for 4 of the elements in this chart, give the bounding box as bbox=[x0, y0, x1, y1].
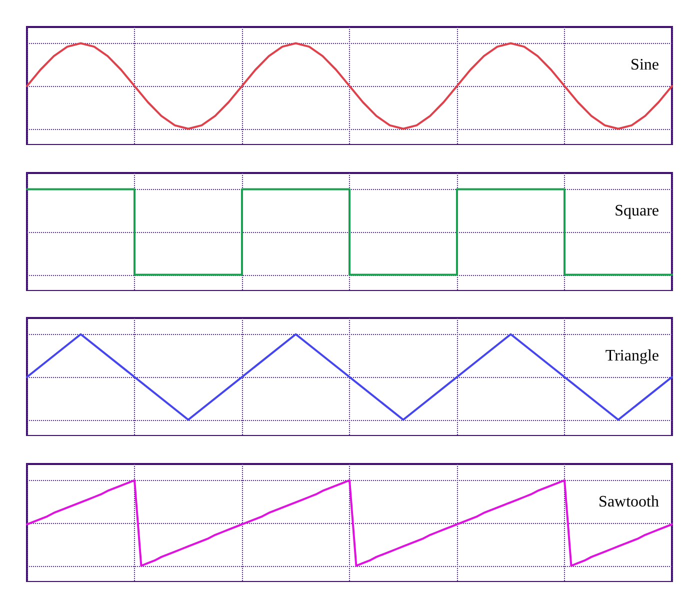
text: Sawtooth bbox=[598, 493, 660, 510]
text: Square bbox=[614, 202, 660, 219]
text: Sine bbox=[630, 56, 660, 74]
text: Triangle bbox=[605, 348, 660, 364]
